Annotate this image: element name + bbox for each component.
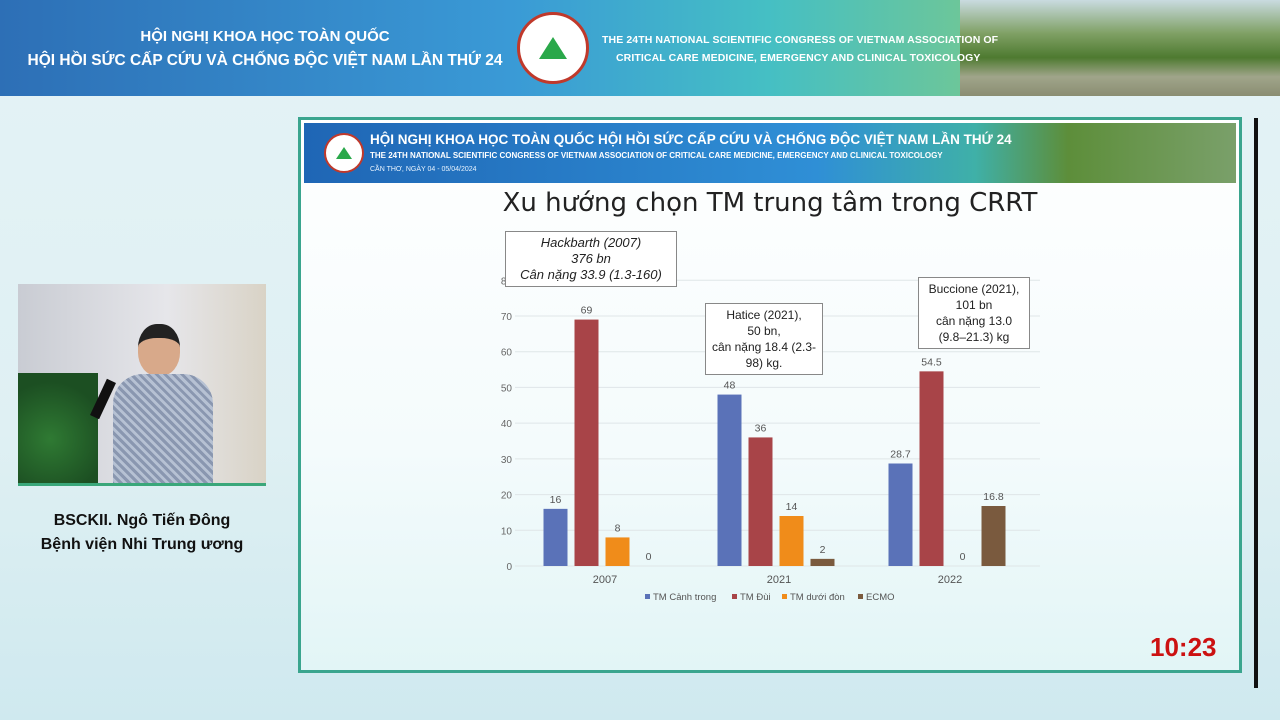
speaker-affiliation: Bệnh viện Nhi Trung ương xyxy=(40,536,244,553)
slide-header: HỘI NGHỊ KHOA HỌC TOÀN QUỐC HỘI HỒI SỨC … xyxy=(304,123,1236,183)
annotation-line: cân nặng 13.0 xyxy=(935,314,1013,328)
annotation-box: Buccione (2021), 101 bn cân nặng 13.0 (9.8–… xyxy=(918,277,1030,349)
banner-en-line2: CRITICAL CARE MEDICINE, EMERGENCY AND CL… xyxy=(616,52,981,64)
river-photo xyxy=(960,0,1280,96)
slide-logo xyxy=(324,133,364,173)
banner-en-line1: THE 24TH NATIONAL SCIENTIFIC CONGRESS OF… xyxy=(602,34,999,46)
slide-header-line1: HỘI NGHỊ KHOA HỌC TOÀN QUỐC HỘI HỒI SỨC … xyxy=(370,132,1012,147)
speaker-figure xyxy=(90,324,218,483)
slide-title: Xu hướng chọn TM trung tâm trong CRRT xyxy=(502,188,1038,218)
presentation-slide: HỘI NGHỊ KHOA HỌC TOÀN QUỐC HỘI HỒI SỨC … xyxy=(298,117,1242,673)
annotation-line: (9.8–21.3) kg xyxy=(938,330,1010,344)
association-logo xyxy=(517,12,589,84)
annotation-line: 98) kg. xyxy=(745,356,783,370)
plant xyxy=(18,373,98,483)
speaker-video xyxy=(18,284,266,486)
banner-vn-line2: HỘI HỒI SỨC CẤP CỨU VÀ CHỐNG ĐỘC VIỆT NA… xyxy=(27,52,503,69)
annotation-box: Hatice (2021), 50 bn, cân nặng 18.4 (2.3- 9… xyxy=(705,303,823,375)
slide-header-line2: THE 24TH NATIONAL SCIENTIFIC CONGRESS OF… xyxy=(370,151,943,160)
conference-banner: HỘI NGHỊ KHOA HỌC TOÀN QUỐC HỘI HỒI SỨC … xyxy=(0,0,1280,96)
countdown-timer: 10:23 xyxy=(1150,632,1217,662)
speaker-name: BSCKII. Ngô Tiến Đông xyxy=(53,512,231,529)
annotation-line: Cân nặng 33.9 (1.3-160) xyxy=(520,267,662,282)
annotation-line: Hatice (2021), xyxy=(726,308,802,322)
divider xyxy=(1254,118,1258,688)
annotation-box: Hackbarth (2007) 376 bn Cân nặng 33.9 (1.3… xyxy=(505,231,677,287)
annotation-line: cân nặng 18.4 (2.3- xyxy=(711,340,817,354)
annotation-line: Buccione (2021), xyxy=(928,282,1020,296)
annotation-line: Hackbarth (2007) xyxy=(540,235,642,250)
annotation-line: 376 bn xyxy=(571,251,611,266)
annotation-line: 101 bn xyxy=(955,298,993,312)
banner-vn-line1: HỘI NGHỊ KHOA HỌC TOÀN QUỐC xyxy=(140,28,390,45)
annotation-line: 50 bn, xyxy=(747,324,781,338)
slide-header-line3: CẦN THƠ, NGÀY 04 - 05/04/2024 xyxy=(370,166,477,173)
